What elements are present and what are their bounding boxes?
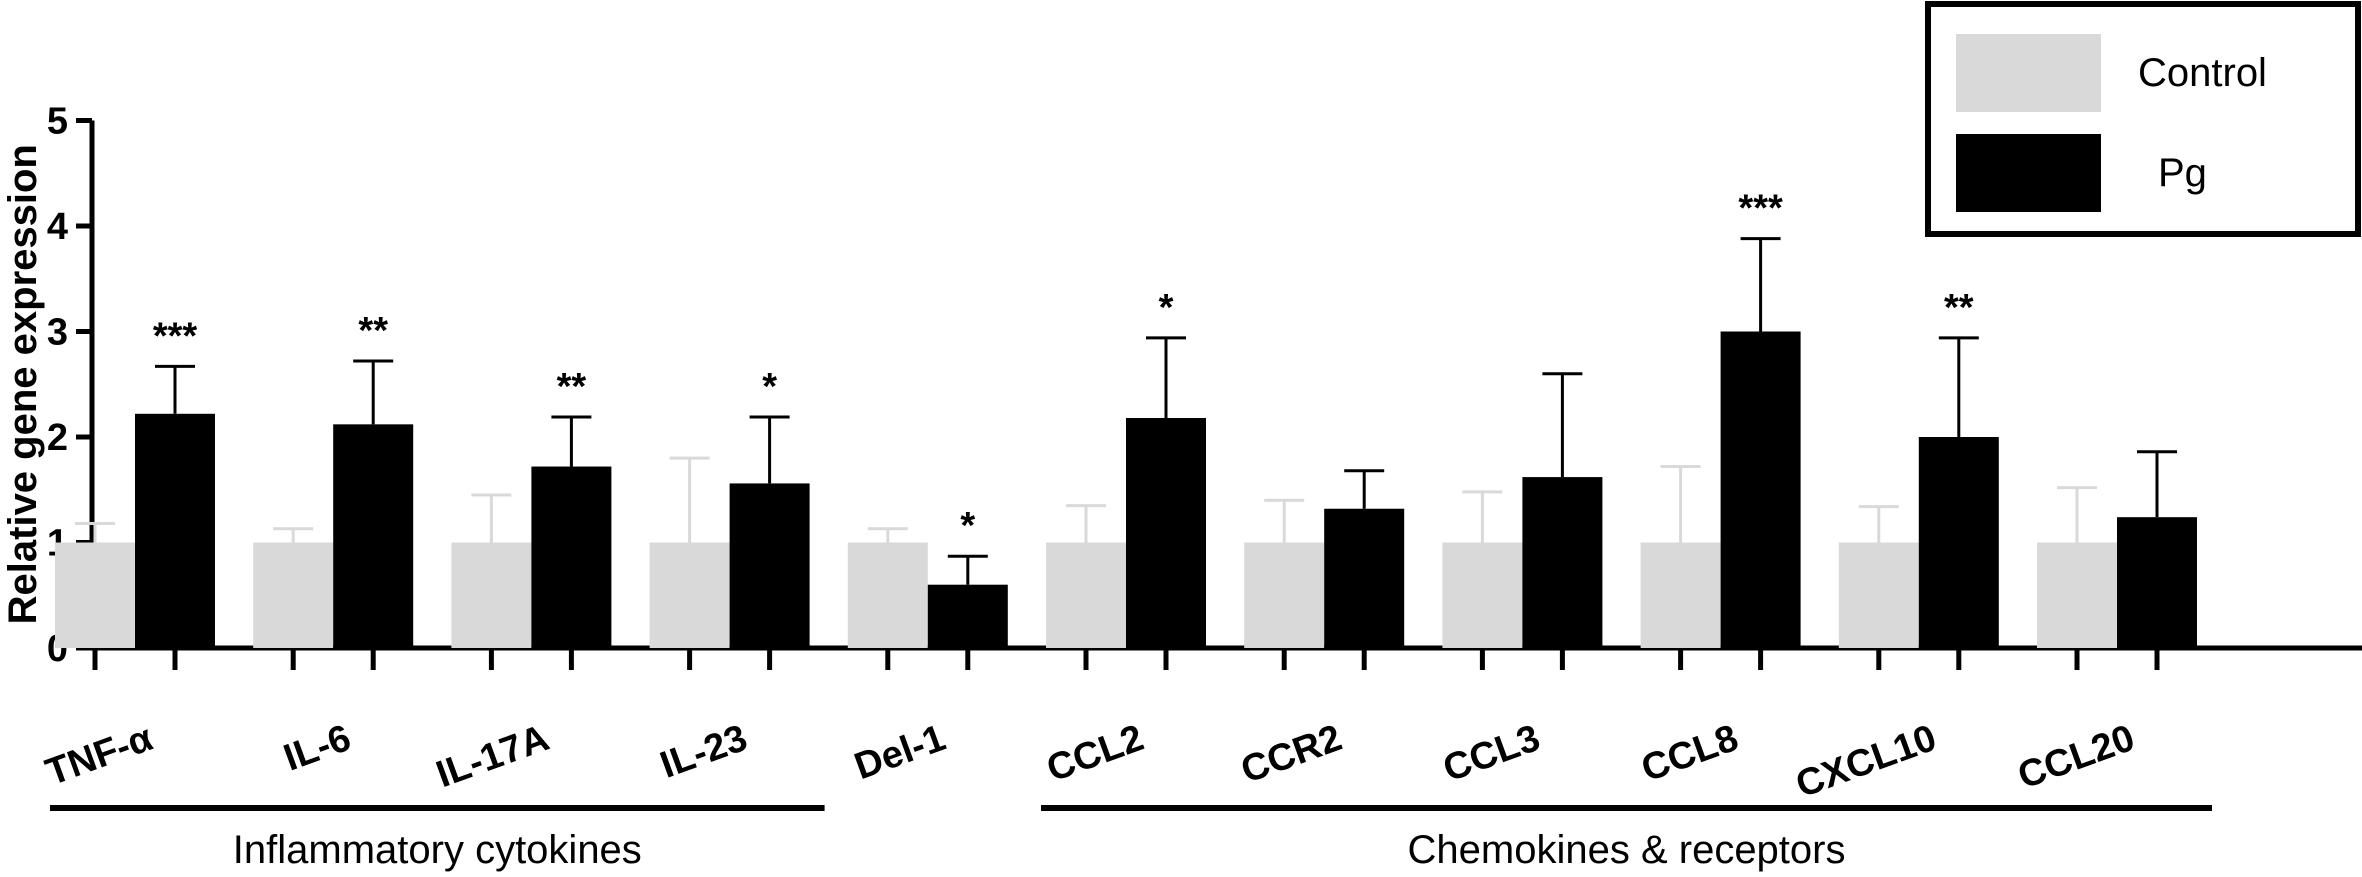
y-tick-label: 3: [47, 312, 68, 354]
bar-pg: [1324, 508, 1405, 650]
category-label: IL-6: [278, 717, 356, 780]
legend-swatch-control: [1956, 34, 2101, 112]
category-label: CXCL10: [1791, 717, 1942, 806]
significance-label: *: [762, 366, 777, 408]
bar-control: [1838, 542, 1919, 648]
bar-pg: [1918, 437, 1999, 650]
legend-label-pg: Pg: [2158, 151, 2207, 195]
significance-label: **: [358, 310, 388, 352]
category-label: CCR2: [1236, 717, 1348, 792]
y-tick-label: 2: [47, 417, 68, 459]
legend: Control Pg: [1925, 1, 2361, 237]
y-tick-label: 5: [47, 101, 68, 143]
y-tick-label: 4: [47, 206, 68, 248]
legend-swatch-pg: [1956, 134, 2101, 212]
bar-control: [2037, 542, 2117, 648]
bar-control: [1442, 542, 1523, 648]
group-label: Chemokines & receptors: [1408, 828, 1846, 872]
bar-control: [55, 542, 135, 648]
bar-pg: [1126, 418, 1206, 651]
category-label: IL-17A: [431, 717, 555, 796]
significance-label: **: [1944, 287, 1974, 329]
bar-pg: [531, 466, 612, 651]
bar-pg: [2117, 517, 2197, 650]
bar-control: [451, 542, 532, 648]
significance-label: **: [557, 366, 587, 408]
category-label: CCL8: [1636, 717, 1744, 790]
bar-control: [847, 542, 928, 648]
bars: [55, 237, 2197, 651]
bar-pg: [927, 584, 1008, 651]
bar-control: [253, 542, 334, 648]
bar-control: [1244, 542, 1325, 648]
bar-pg: [333, 424, 414, 650]
category-label: CCL2: [1041, 717, 1149, 790]
bar-pg: [1522, 477, 1603, 650]
group-label: Inflammatory cytokines: [233, 828, 642, 872]
y-axis-label: Relative gene expression: [1, 144, 45, 624]
bar-control: [1640, 542, 1721, 648]
bar-control: [1046, 542, 1126, 648]
bar-pg: [1720, 331, 1801, 650]
category-label: Del-1: [849, 717, 951, 788]
category-label: TNF-α: [40, 717, 158, 794]
legend-label-control: Control: [2138, 51, 2267, 95]
bar-pg: [729, 483, 810, 651]
significance-label: ***: [1738, 188, 1783, 230]
bar-pg: [135, 413, 215, 651]
significance-label: *: [1159, 287, 1174, 329]
category-label: IL-23: [655, 717, 753, 787]
category-label: CCL3: [1438, 717, 1546, 790]
significance-label: *: [960, 505, 975, 547]
significance-label: ***: [153, 315, 198, 357]
bar-control: [649, 542, 730, 648]
category-label: CCL20: [2013, 717, 2140, 798]
